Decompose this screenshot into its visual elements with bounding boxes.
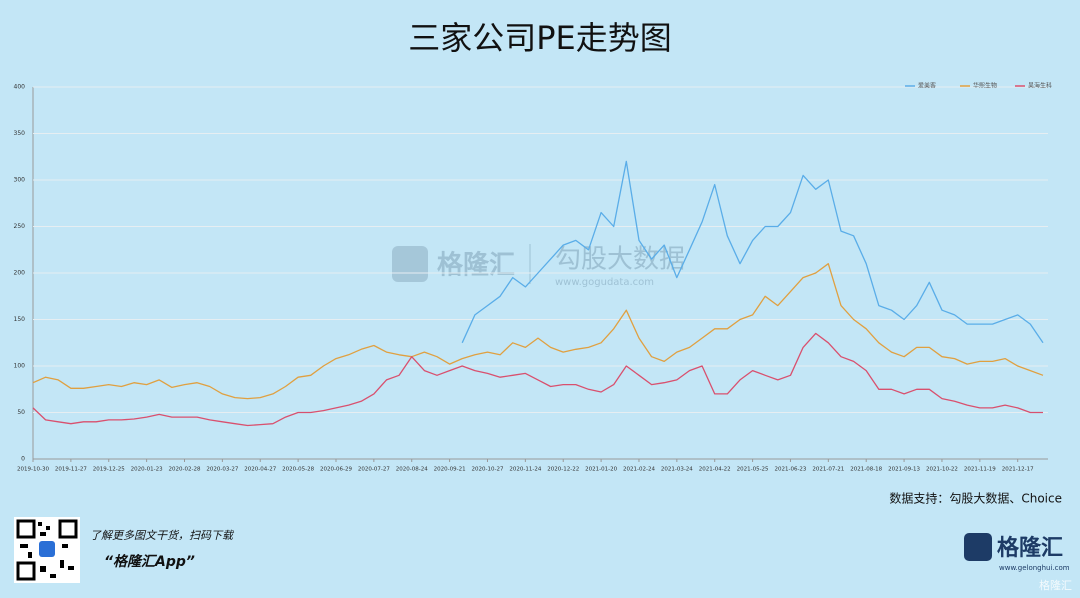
x-tick-label: 2020-06-29 [320,467,352,473]
legend-label: 昊海生科 [1028,82,1052,90]
footer-url: www.gelonghui.com [999,564,1070,572]
x-tick-label: 2020-11-24 [509,467,541,473]
qr-logo [39,541,55,557]
footer-app: “格隆汇App” [104,553,195,570]
qr-finder [58,519,78,539]
y-tick-label: 200 [14,270,26,277]
x-tick-label: 2020-08-24 [396,467,428,473]
x-tick-label: 2021-07-21 [812,467,844,473]
x-tick-label: 2021-03-24 [661,467,693,473]
y-tick-label: 250 [14,223,26,230]
x-tick-label: 2021-08-18 [850,467,882,473]
x-tick-label: 2019-11-27 [55,467,87,473]
x-tick-label: 2021-04-22 [699,467,731,473]
x-tick-label: 2021-11-19 [964,467,996,473]
x-tick-label: 2021-01-20 [585,467,617,473]
watermark-partner: 勾股大数据 [555,245,685,275]
plot: 0 50 100 150 200 250 300 350 400 2019-10-30 2019-1… [14,82,1052,473]
y-tick-label: 400 [14,84,26,91]
x-tick-label: 2019-12-25 [93,467,125,473]
watermark-logo [392,246,428,282]
x-tick-label: 2020-12-22 [547,467,579,473]
qr-finder [16,519,36,539]
x-tick-label: 2020-04-27 [244,467,276,473]
x-tick-label: 2020-02-28 [169,467,201,473]
x-tick-label: 2020-01-23 [131,467,163,473]
y-tick-label: 350 [14,130,26,137]
x-tick-label: 2021-05-25 [737,467,769,473]
x-tick-label: 2020-09-21 [434,467,466,473]
y-tick-label: 50 [17,409,25,416]
watermark-url: www.gogudata.com [555,277,654,288]
watermark-brand: 格隆汇 [437,250,515,281]
x-tick-label: 2021-10-22 [926,467,958,473]
series-line [32,263,1044,400]
qr-code [14,517,80,583]
y-tick-label: 100 [14,363,26,370]
x-tick-label: 2021-09-13 [888,467,920,473]
x-tick-label: 2021-12-17 [1002,467,1034,473]
x-tick-label: 2020-10-27 [471,467,503,473]
y-tick-label: 0 [21,456,25,463]
x-tick-label: 2019-10-30 [17,467,49,473]
qr-finder [16,561,36,581]
y-tick-label: 300 [14,177,26,184]
brand-logo [964,533,992,561]
x-tick-label: 2020-03-27 [206,467,238,473]
qr-pattern [20,522,74,578]
corner-watermark: 格隆汇 [1039,578,1072,592]
legend-label: 爱美客 [918,82,936,90]
x-tick-label: 2021-06-23 [774,467,806,473]
legend-label: 华熙生物 [973,82,997,90]
series-line [32,332,1043,427]
footer-cta: 了解更多图文干货，扫码下载 [90,529,235,542]
y-tick-label: 150 [14,316,26,323]
chart-title: 三家公司PE走势图 [408,19,672,57]
x-tick-label: 2020-05-28 [282,467,314,473]
footer-brand: 格隆汇 [997,535,1063,561]
source: 数据支持：勾股大数据、Choice [889,491,1062,506]
x-tick-label: 2021-02-24 [623,467,655,473]
series-line [461,160,1044,344]
x-tick-label: 2020-07-27 [358,467,390,473]
